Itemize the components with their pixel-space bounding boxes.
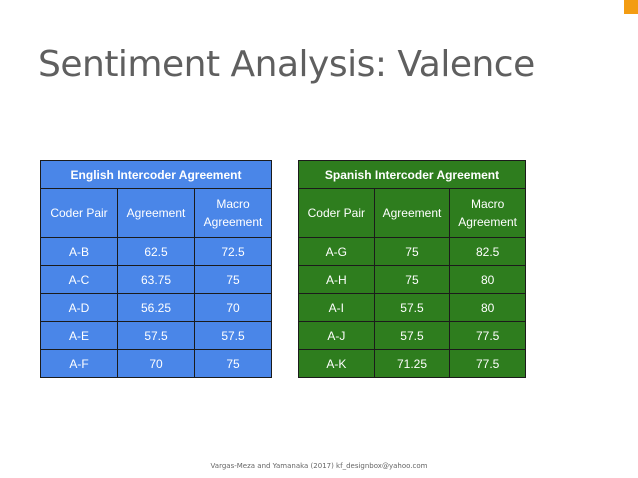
table-row: A-E 57.5 57.5 <box>40 321 272 350</box>
agreement-cell: 62.5 <box>117 237 195 266</box>
coder-pair-cell: A-I <box>298 293 375 322</box>
agreement-cell: 57.5 <box>373 321 451 350</box>
coder-pair-cell: A-F <box>40 349 118 378</box>
table-row: A-B 62.5 72.5 <box>40 237 272 266</box>
macro-agreement-cell: 57.5 <box>194 321 272 350</box>
accent-corner <box>624 0 638 14</box>
macro-agreement-cell: 75 <box>194 265 272 294</box>
column-header-agreement: Agreement <box>373 188 451 238</box>
coder-pair-cell: A-G <box>298 237 375 266</box>
table-row: A-F 70 75 <box>40 349 272 378</box>
table-row: A-J 57.5 77.5 <box>298 321 526 350</box>
column-header-agreement: Agreement <box>117 188 195 238</box>
agreement-cell: 75 <box>373 265 451 294</box>
agreement-cell: 63.75 <box>117 265 195 294</box>
table-row: A-D 56.25 70 <box>40 293 272 322</box>
agreement-cell: 75 <box>373 237 451 266</box>
macro-agreement-cell: 80 <box>449 265 526 294</box>
macro-agreement-cell: 80 <box>449 293 526 322</box>
table-header-row: Coder Pair Agreement Macro Agreement <box>298 188 526 238</box>
agreement-cell: 57.5 <box>373 293 451 322</box>
coder-pair-cell: A-D <box>40 293 118 322</box>
macro-agreement-cell: 70 <box>194 293 272 322</box>
column-header-macro-agreement: Macro Agreement <box>449 188 526 238</box>
table-row: A-I 57.5 80 <box>298 293 526 322</box>
coder-pair-cell: A-H <box>298 265 375 294</box>
macro-agreement-cell: 77.5 <box>449 349 526 378</box>
agreement-cell: 56.25 <box>117 293 195 322</box>
table-caption-row: English Intercoder Agreement <box>40 160 272 189</box>
table-caption-row: Spanish Intercoder Agreement <box>298 160 526 189</box>
column-header-coder-pair: Coder Pair <box>298 188 375 238</box>
macro-agreement-cell: 77.5 <box>449 321 526 350</box>
agreement-cell: 57.5 <box>117 321 195 350</box>
coder-pair-cell: A-J <box>298 321 375 350</box>
agreement-cell: 70 <box>117 349 195 378</box>
agreement-cell: 71.25 <box>373 349 451 378</box>
macro-agreement-cell: 72.5 <box>194 237 272 266</box>
coder-pair-cell: A-C <box>40 265 118 294</box>
table-row: A-K 71.25 77.5 <box>298 349 526 378</box>
spanish-agreement-table: Spanish Intercoder Agreement Coder Pair … <box>298 160 526 378</box>
table-row: A-C 63.75 75 <box>40 265 272 294</box>
column-header-coder-pair: Coder Pair <box>40 188 118 238</box>
coder-pair-cell: A-E <box>40 321 118 350</box>
english-agreement-table: English Intercoder Agreement Coder Pair … <box>40 160 272 378</box>
slide-title: Sentiment Analysis: Valence <box>38 44 535 85</box>
table-row: A-G 75 82.5 <box>298 237 526 266</box>
macro-agreement-cell: 75 <box>194 349 272 378</box>
footer-credit: Vargas-Meza and Yamanaka (2017) kf_desig… <box>210 462 428 470</box>
table-caption: Spanish Intercoder Agreement <box>298 160 526 189</box>
column-header-macro-agreement: Macro Agreement <box>194 188 272 238</box>
table-row: A-H 75 80 <box>298 265 526 294</box>
coder-pair-cell: A-B <box>40 237 118 266</box>
coder-pair-cell: A-K <box>298 349 375 378</box>
macro-agreement-cell: 82.5 <box>449 237 526 266</box>
table-header-row: Coder Pair Agreement Macro Agreement <box>40 188 272 238</box>
table-caption: English Intercoder Agreement <box>40 160 272 189</box>
